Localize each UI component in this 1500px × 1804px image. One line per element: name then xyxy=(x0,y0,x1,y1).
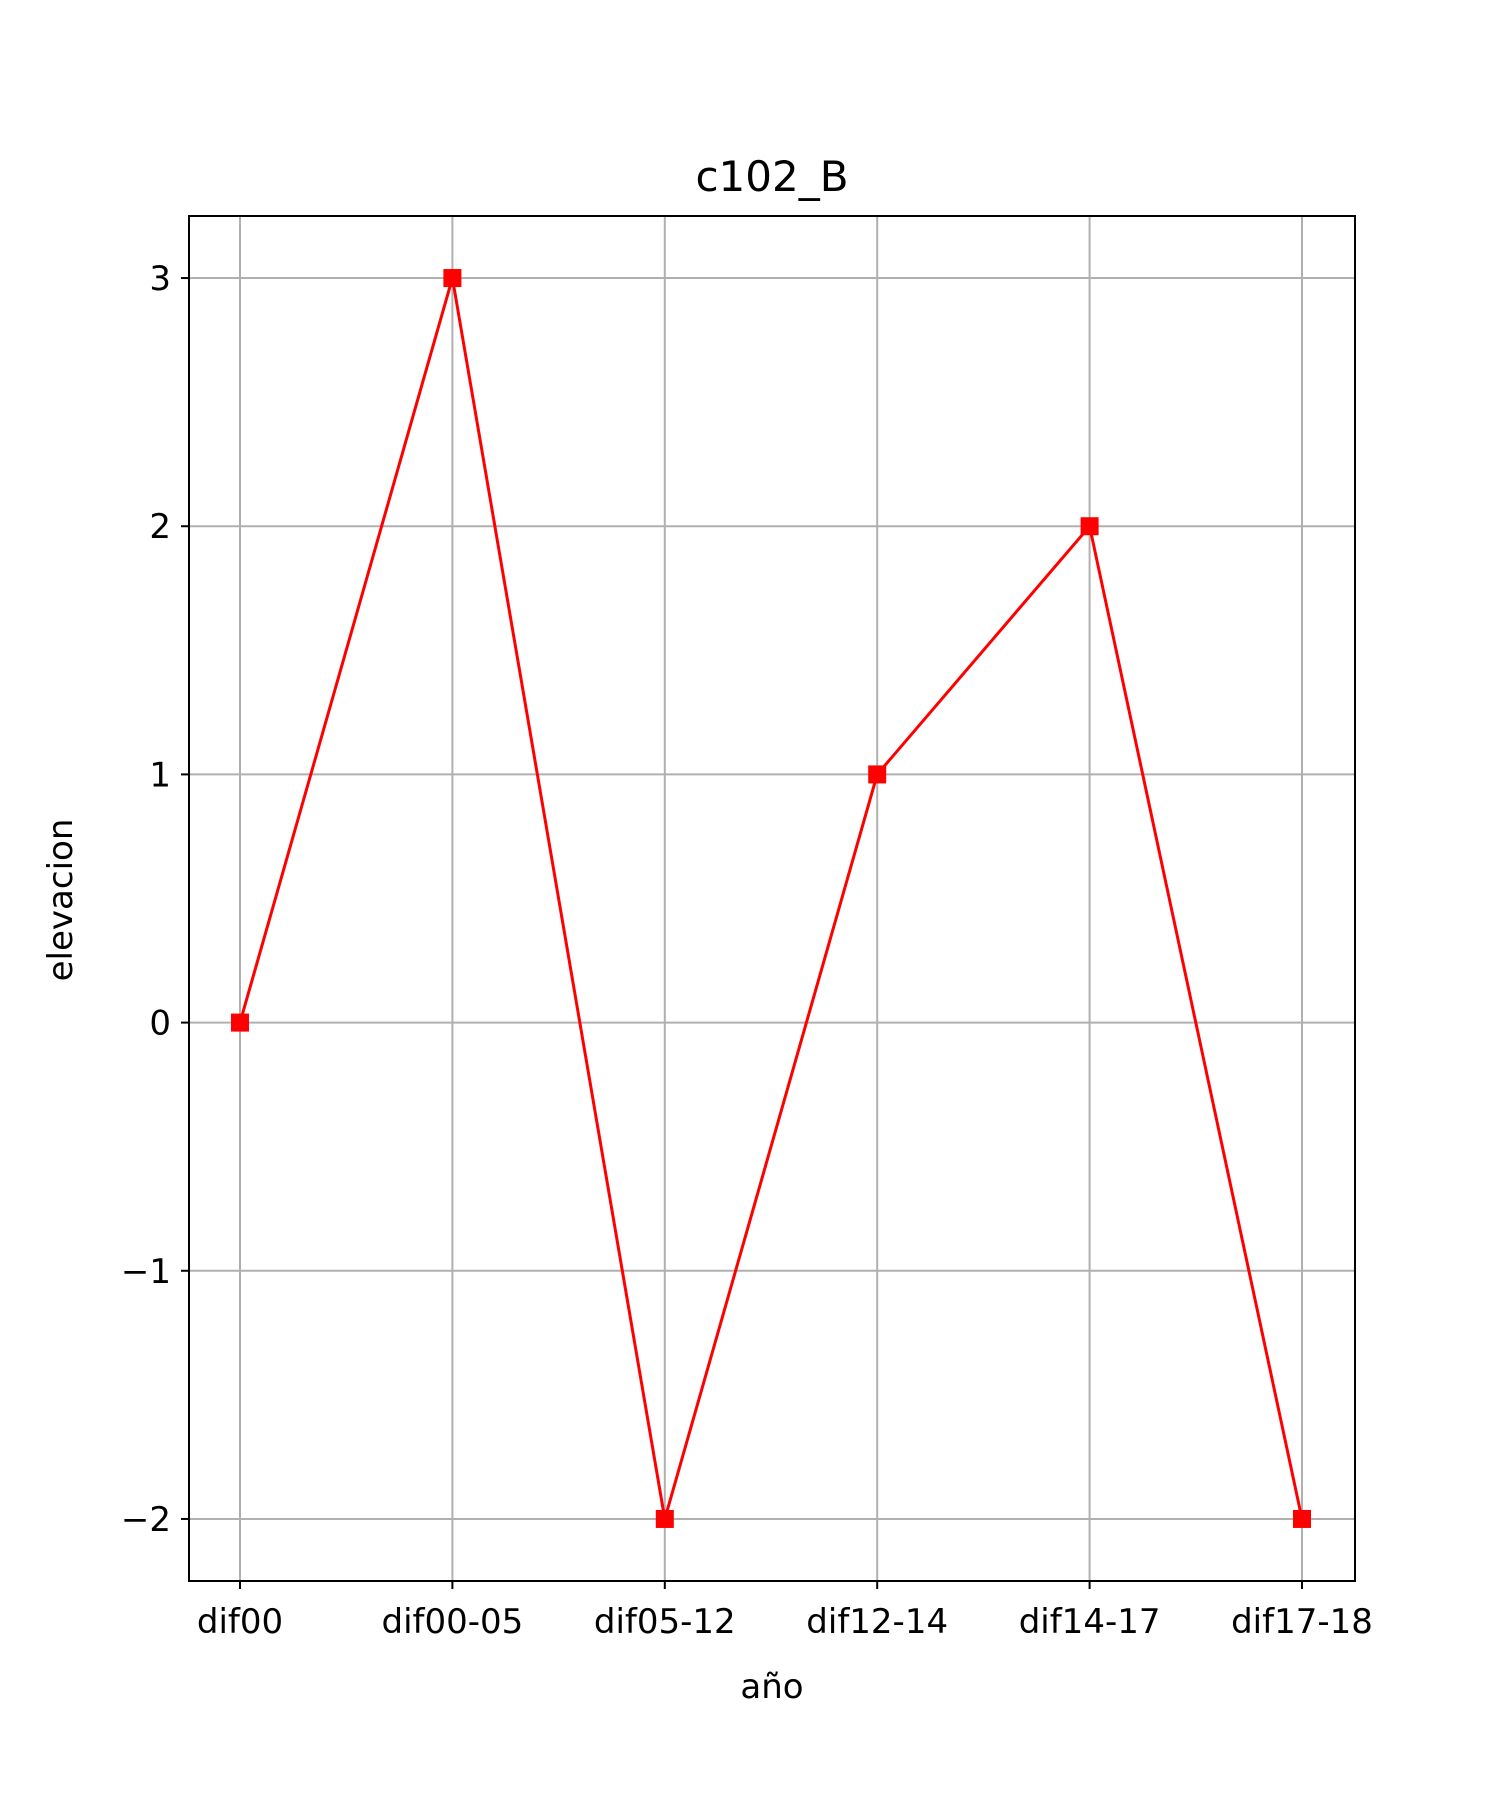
data-point-marker xyxy=(1293,1509,1311,1528)
x-tick-label: dif00 xyxy=(197,1602,283,1642)
x-tick-label: dif17-18 xyxy=(1231,1602,1373,1642)
series-line xyxy=(238,277,1304,1520)
plot-area-background xyxy=(189,216,1355,1581)
x-tick-label: dif05-12 xyxy=(594,1602,736,1642)
y-axis-label: elevacion xyxy=(41,819,81,982)
y-tick-label: −1 xyxy=(121,1252,171,1292)
x-axis-label: año xyxy=(740,1667,803,1707)
plot-frame xyxy=(188,215,1356,1582)
chart-title: c102_B xyxy=(695,152,848,201)
y-tick-label: −2 xyxy=(121,1500,171,1540)
data-point-marker xyxy=(443,269,462,288)
y-tick-label: 2 xyxy=(149,507,171,547)
data-point-marker xyxy=(868,765,887,784)
x-tick-label: dif14-17 xyxy=(1019,1602,1161,1642)
axis-ticks xyxy=(181,277,1303,1589)
y-tick-label: 0 xyxy=(149,1004,171,1044)
grid-lines xyxy=(189,216,1355,1581)
y-tick-label: 1 xyxy=(149,755,171,795)
tick-labels: dif00 dif00-05 dif05-12 dif12-14 dif14-17 dif… xyxy=(121,259,1373,1642)
x-tick-label: dif12-14 xyxy=(806,1602,948,1642)
x-tick-label: dif00-05 xyxy=(382,1602,524,1642)
data-point-marker xyxy=(231,1013,249,1032)
y-tick-label: 3 xyxy=(149,259,171,299)
data-point-marker xyxy=(655,1509,674,1528)
data-series xyxy=(231,269,1311,1528)
data-point-marker xyxy=(1080,517,1099,536)
